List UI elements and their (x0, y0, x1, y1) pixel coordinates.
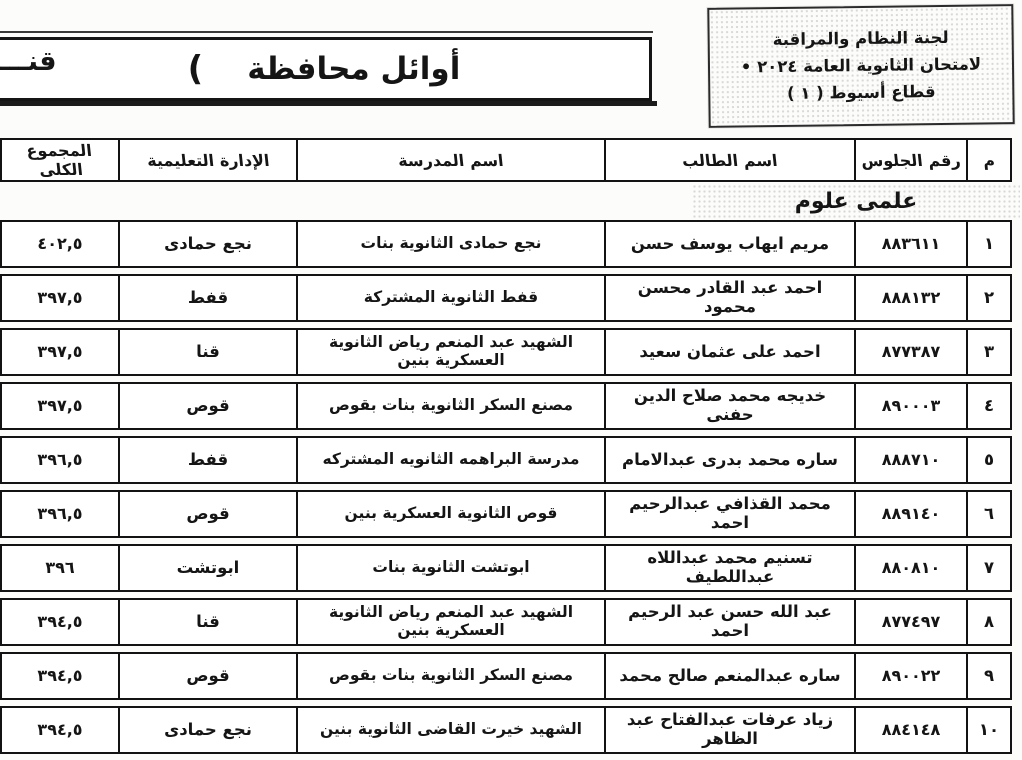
cell-total: ٣٩٧,٥ (37, 287, 83, 307)
header-cell-school: اسم المدرسة (296, 140, 604, 180)
cell-index: ٦ (966, 492, 1010, 536)
cell-admin: قفط (118, 276, 296, 320)
cell-seat: ٨٩٠٠٠٣ (854, 384, 966, 428)
table-header-row: المجموع الكلى الإدارة التعليمية اسم المد… (0, 138, 1012, 182)
cell-seat: ٨٨٨٧١٠ (854, 438, 966, 482)
table-row: ٣٩٤,٥ قنا الشهيد عبد المنعم رياض الثانوي… (0, 598, 1012, 646)
cell-student: محمد القذافي عبدالرحيم احمد (604, 492, 854, 536)
cell-student: تسنيم محمد عبداللاه عبداللطيف (604, 546, 854, 590)
cell-student: احمد عبد القادر محسن محمود (604, 276, 854, 320)
cell-total: ٣٩٧,٥ (37, 341, 83, 361)
cell-admin: قوص (118, 384, 296, 428)
cell-school: نجع حمادى الثانوية بنات (296, 222, 604, 266)
cell-school: مصنع السكر الثانوية بنات بقوص (296, 654, 604, 698)
cell-student: احمد على عثمان سعيد (604, 330, 854, 374)
cell-total: ٣٩٤,٥ (37, 665, 83, 685)
stamp-line-1: لجنة النظام والمراقبة (772, 28, 949, 50)
cell-student: مريم ايهاب يوسف حسن (604, 222, 854, 266)
table-body: ٤٠٢,٥ نجع حمادى نجع حمادى الثانوية بنات … (0, 220, 1012, 760)
cell-seat: ٨٨٩١٤٠ (854, 492, 966, 536)
cell-index: ٤ (966, 384, 1010, 428)
cell-school: الشهيد عبد المنعم رياض الثانوية العسكرية… (296, 600, 604, 644)
cell-total: ٣٩٦,٥ (37, 503, 83, 523)
cell-index: ١٠ (966, 708, 1010, 752)
cell-student: ساره محمد بدرى عبدالامام (604, 438, 854, 482)
cell-admin: ابوتشت (118, 546, 296, 590)
header-cell-index: م (966, 140, 1010, 180)
section-track-label: علمى علوم (692, 184, 1020, 219)
cell-index: ٣ (966, 330, 1010, 374)
table-row: ٤٠٢,٥ نجع حمادى نجع حمادى الثانوية بنات … (0, 220, 1012, 268)
cell-total: ٤٠٢,٥ (37, 233, 83, 253)
cell-student: ساره عبدالمنعم صالح محمد (604, 654, 854, 698)
cell-school: الشهيد خيرت القاضى الثانوية بنين (296, 708, 604, 752)
cell-seat: ٨٨٣٦١١ (854, 222, 966, 266)
cell-seat: ٨٨٤١٤٨ (854, 708, 966, 752)
cell-admin: قنا (118, 330, 296, 374)
header-cell-total: المجموع الكلى (25, 141, 93, 179)
title-top-rule (0, 31, 653, 33)
cell-school: ابوتشت الثانوية بنات (296, 546, 604, 590)
cell-total: ٣٩٦ (45, 557, 75, 577)
table-row: ٣٩٤,٥ قوص مصنع السكر الثانوية بنات بقوص … (0, 652, 1012, 700)
cell-index: ٢ (966, 276, 1010, 320)
cell-index: ٧ (966, 546, 1010, 590)
cell-school: الشهيد عبد المنعم رياض الثانوية العسكرية… (296, 330, 604, 374)
header-cell-admin: الإدارة التعليمية (118, 140, 296, 180)
title-parenthesis: ( (187, 49, 204, 89)
cell-seat: ٨٧٧٤٩٧ (854, 600, 966, 644)
cell-seat: ٨٧٧٣٨٧ (854, 330, 966, 374)
cell-seat: ٨٨٨١٣٢ (854, 276, 966, 320)
cell-seat: ٨٩٠٠٢٢ (854, 654, 966, 698)
cell-school: مصنع السكر الثانوية بنات بقوص (296, 384, 604, 428)
cell-student: عبد الله حسن عبد الرحيم احمد (604, 600, 854, 644)
table-row: ٣٩٦ ابوتشت ابوتشت الثانوية بنات تسنيم مح… (0, 544, 1012, 592)
cell-student: زياد عرفات عبدالفتاح عبد الظاهر (604, 708, 854, 752)
cell-index: ١ (966, 222, 1010, 266)
cell-index: ٥ (966, 438, 1010, 482)
cell-total: ٣٩٦,٥ (37, 449, 83, 469)
table-row: ٣٩٧,٥ قنا الشهيد عبد المنعم رياض الثانوي… (0, 328, 1012, 376)
cell-admin: نجع حمادى (118, 222, 296, 266)
cell-index: ٨ (966, 600, 1010, 644)
stamp-line-2: لامتحان الثانوية العامة ٢٠٢٤ • (740, 54, 982, 77)
cell-admin: قفط (118, 438, 296, 482)
cell-school: قفط الثانوية المشتركة (296, 276, 604, 320)
header-cell-student: اسم الطالب (604, 140, 854, 180)
table-row: ٣٩٧,٥ قفط قفط الثانوية المشتركة احمد عبد… (0, 274, 1012, 322)
page-title: أوائل محافظة (247, 51, 461, 87)
stamp-line-3: قطاع أسيوط ( ١ ) (786, 82, 936, 103)
cell-school: قوص الثانوية العسكرية بنين (296, 492, 604, 536)
cell-admin: قوص (118, 492, 296, 536)
exam-committee-stamp: لجنة النظام والمراقبة لامتحان الثانوية ا… (707, 4, 1015, 128)
cell-index: ٩ (966, 654, 1010, 698)
cell-total: ٣٩٤,٥ (37, 719, 83, 739)
cell-student: خديجه محمد صلاح الدين حفنى (604, 384, 854, 428)
title-underline (0, 101, 657, 106)
cell-admin: قوص (118, 654, 296, 698)
table-row: ٣٩٧,٥ قوص مصنع السكر الثانوية بنات بقوص … (0, 382, 1012, 430)
table-row: ٣٩٦,٥ قوص قوص الثانوية العسكرية بنين محم… (0, 490, 1012, 538)
header-cell-seat: رقم الجلوس (854, 140, 966, 180)
cell-total: ٣٩٧,٥ (37, 395, 83, 415)
table-row: ٣٩٤,٥ نجع حمادى الشهيد خيرت القاضى الثان… (0, 706, 1012, 754)
cell-seat: ٨٨٠٨١٠ (854, 546, 966, 590)
cell-admin: قنا (118, 600, 296, 644)
cell-total: ٣٩٤,٥ (37, 611, 83, 631)
cell-admin: نجع حمادى (118, 708, 296, 752)
cell-school: مدرسة البراهمه الثانويه المشتركه (296, 438, 604, 482)
title-banner: أوائل محافظة ( (0, 37, 652, 101)
table-row: ٣٩٦,٥ قفط مدرسة البراهمه الثانويه المشتر… (0, 436, 1012, 484)
governorate-name-fragment: قنــــــــ (0, 46, 57, 77)
